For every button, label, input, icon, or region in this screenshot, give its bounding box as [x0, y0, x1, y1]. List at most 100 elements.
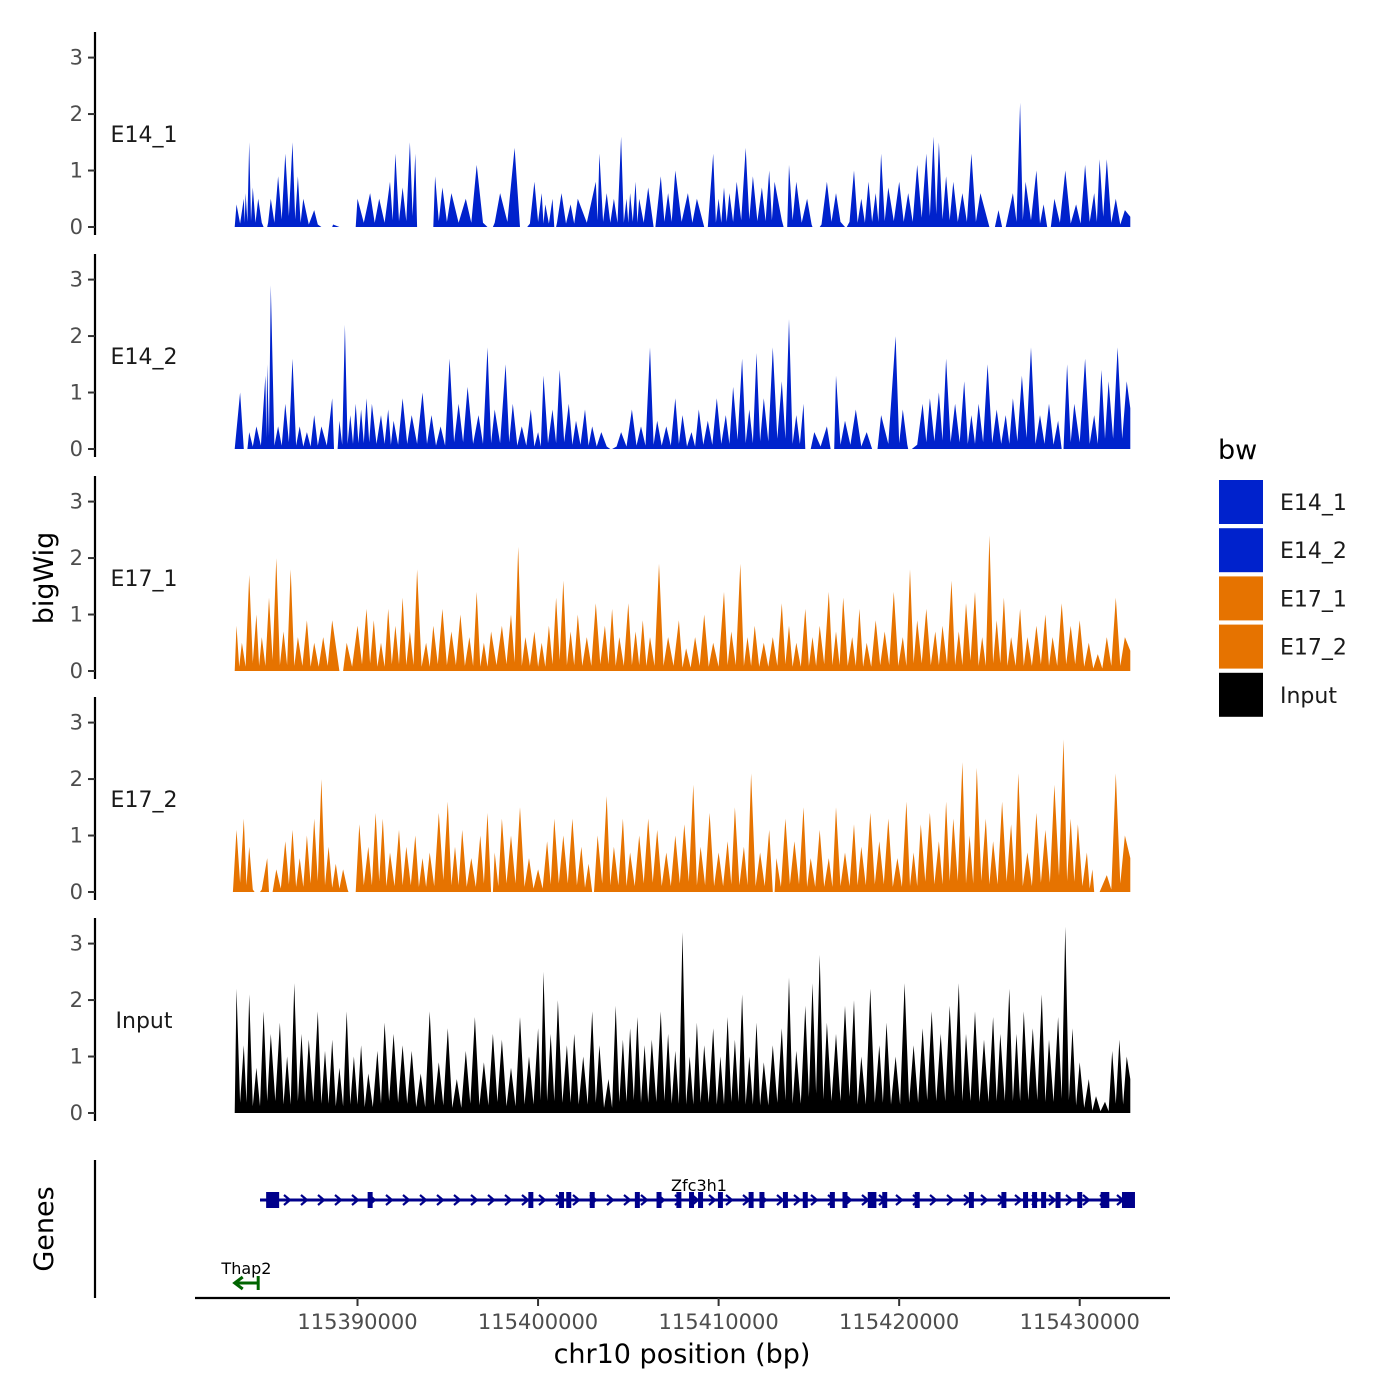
- gene-Zfc3h1: Zfc3h1: [260, 1176, 1135, 1208]
- strand-arrow: [504, 1194, 513, 1206]
- strand-arrow: [1065, 1194, 1074, 1206]
- exon: [528, 1192, 534, 1208]
- strand-arrow: [385, 1194, 394, 1206]
- area-E14_2: [234, 285, 1131, 449]
- exon: [759, 1192, 765, 1208]
- track-panels: 0 1 2 3 E14_1 0 1 2 3 E14_2 0 1 2 3 E17_1 0 1 2 3 E17_2 0 1 2 3…: [70, 32, 1131, 1125]
- exon: [914, 1192, 920, 1208]
- strand-arrow: [521, 1194, 530, 1206]
- y-tick-label: 1: [70, 603, 83, 627]
- strand-arrow: [487, 1194, 496, 1206]
- legend-swatch: [1219, 624, 1263, 669]
- legend-label: E17_2: [1280, 636, 1347, 661]
- exon: [559, 1192, 565, 1208]
- gene-label: Zfc3h1: [671, 1176, 727, 1195]
- exon: [867, 1192, 873, 1208]
- y-tick-label: 1: [70, 159, 83, 183]
- exon: [634, 1192, 640, 1208]
- legend-item: E14_2: [1219, 528, 1347, 573]
- exon: [842, 1192, 848, 1208]
- y-tick-label: 2: [70, 324, 83, 348]
- strand-arrow: [946, 1194, 955, 1206]
- legend-swatch: [1219, 672, 1263, 717]
- legend-label: E17_1: [1280, 587, 1347, 612]
- strand-arrow: [1014, 1194, 1023, 1206]
- strand-arrow: [810, 1194, 819, 1206]
- track-E17_1: 0 1 2 3 E17_1: [70, 476, 1131, 683]
- exon: [782, 1192, 788, 1208]
- strand-arrow: [419, 1194, 428, 1206]
- legend-item: Input: [1219, 672, 1337, 717]
- exon: [1001, 1192, 1007, 1208]
- strand-arrow: [538, 1194, 547, 1206]
- x-tick-label: 115430000: [1020, 1310, 1140, 1334]
- strand-arrow: [895, 1194, 904, 1206]
- exon: [266, 1192, 280, 1208]
- x-tick-label: 115420000: [839, 1310, 959, 1334]
- strand-arrow: [1048, 1194, 1057, 1206]
- strand-arrow: [929, 1194, 938, 1206]
- strand-arrow: [1082, 1194, 1091, 1206]
- strand-arrow: [300, 1194, 309, 1206]
- x-tick-label: 115400000: [478, 1310, 598, 1334]
- exon: [689, 1192, 695, 1208]
- y-tick-label: 2: [70, 767, 83, 791]
- y-tick-label: 0: [70, 880, 83, 904]
- track-label: E17_2: [111, 788, 178, 813]
- strand-arrow: [980, 1194, 989, 1206]
- track-E17_2: 0 1 2 3 E17_2: [70, 697, 1131, 904]
- y-tick-label: 3: [70, 46, 83, 70]
- track-label: Input: [116, 1009, 173, 1034]
- strand-arrow: [793, 1194, 802, 1206]
- legend-item: E17_1: [1219, 576, 1347, 621]
- y-tick-label: 1: [70, 1045, 83, 1069]
- y-tick-label: 3: [70, 711, 83, 735]
- y-tick-label: 0: [70, 659, 83, 683]
- y-tick-label: 3: [70, 490, 83, 514]
- legend-label: E14_2: [1280, 539, 1347, 564]
- legend-label: E14_1: [1280, 491, 1347, 516]
- legend-title: bw: [1218, 435, 1257, 466]
- area-Input: [234, 926, 1131, 1113]
- legend-item: E14_1: [1219, 480, 1347, 524]
- legend-swatch: [1219, 528, 1263, 573]
- exon: [698, 1192, 704, 1208]
- strand-arrow: [453, 1194, 462, 1206]
- x-tick-label: 115390000: [297, 1310, 417, 1334]
- track-E14_2: 0 1 2 3 E14_2: [70, 254, 1131, 461]
- strand-arrow: [402, 1194, 411, 1206]
- exon: [1023, 1192, 1029, 1208]
- y-tick-label: 3: [70, 932, 83, 956]
- exon: [871, 1192, 877, 1208]
- exon: [717, 1192, 723, 1208]
- strand-arrow: [708, 1194, 717, 1206]
- genes-axis-title: Genes: [29, 1186, 60, 1271]
- legend-item: E17_2: [1219, 624, 1347, 669]
- y-axis-title: bigWig: [29, 532, 60, 625]
- exon: [829, 1192, 835, 1208]
- legend-swatch: [1219, 576, 1263, 621]
- legend-swatch: [1219, 480, 1263, 524]
- y-tick-label: 1: [70, 381, 83, 405]
- strand-arrow: [606, 1194, 615, 1206]
- y-tick-label: 1: [70, 824, 83, 848]
- y-tick-label: 3: [70, 268, 83, 292]
- x-axis: 115390000 115400000 115410000 115420000 1154…: [195, 1296, 1170, 1334]
- y-tick-label: 0: [70, 1101, 83, 1125]
- exon: [1100, 1192, 1106, 1208]
- exon: [656, 1192, 662, 1208]
- track-E14_1: 0 1 2 3 E14_1: [70, 32, 1131, 239]
- gene-label: Thap2: [220, 1259, 271, 1278]
- x-tick-label: 115410000: [658, 1310, 778, 1334]
- exon: [748, 1192, 754, 1208]
- strand-arrow: [470, 1194, 479, 1206]
- exon: [968, 1192, 974, 1208]
- y-tick-label: 0: [70, 437, 83, 461]
- area-E17_2: [232, 739, 1131, 892]
- strand-arrow: [232, 1275, 244, 1291]
- exon: [1055, 1192, 1061, 1208]
- strand-arrow: [351, 1194, 360, 1206]
- gene-panel: Thap2 Zfc3h1: [93, 1160, 1135, 1298]
- exon: [367, 1192, 373, 1208]
- strand-arrow: [623, 1194, 632, 1206]
